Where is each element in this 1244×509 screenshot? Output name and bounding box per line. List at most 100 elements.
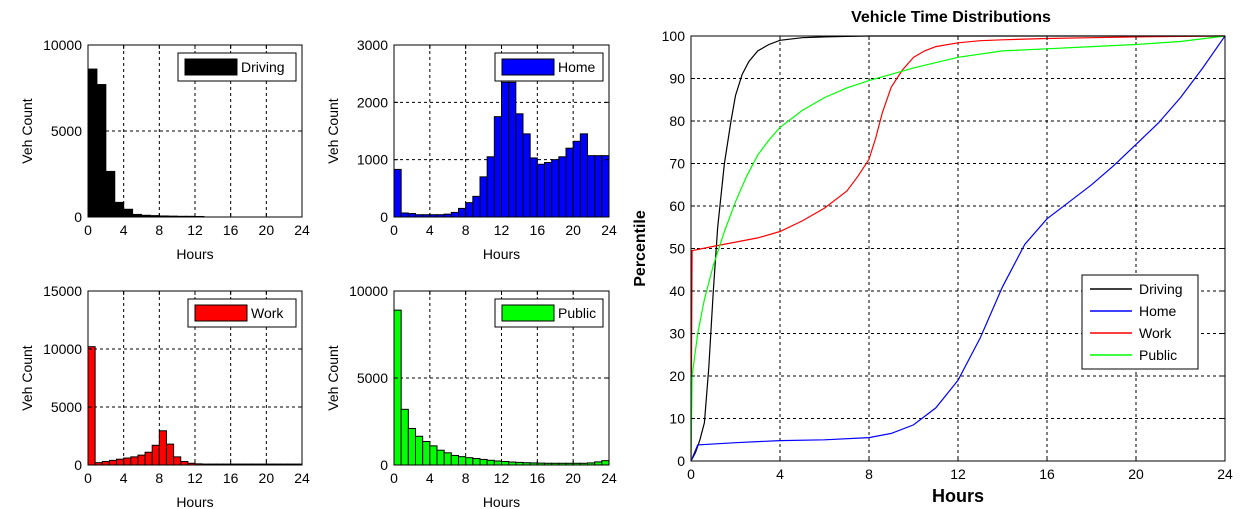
bar	[450, 454, 460, 466]
bar	[529, 157, 538, 218]
x-tick-label: 20	[1128, 466, 1144, 482]
legend-label: Work	[251, 305, 284, 321]
bar	[551, 159, 560, 218]
series-line-home	[691, 35, 1225, 462]
y-tick-label: 2000	[357, 94, 388, 110]
x-tick-label: 12	[950, 466, 966, 482]
x-tick-label: 24	[1217, 466, 1233, 482]
bar	[508, 81, 517, 218]
chart-title: Vehicle Time Distributions	[851, 9, 1051, 26]
bar	[579, 133, 588, 218]
y-tick-label: 10000	[349, 283, 388, 299]
x-tick-label: 20	[259, 470, 275, 486]
bar	[407, 213, 417, 218]
bar	[601, 155, 610, 218]
bar	[400, 408, 409, 466]
bar	[544, 162, 553, 218]
x-tick-label: 24	[601, 222, 617, 238]
bar	[594, 155, 603, 218]
y-tick-label: 10	[669, 411, 685, 427]
bar	[522, 133, 531, 218]
y-tick-label: 5000	[51, 123, 82, 139]
histogram-work: 0 4 8 12 16 20 24 0 5000 10000 15000 Hours Veh Count…	[19, 283, 310, 509]
y-tick-label: 10000	[43, 341, 82, 357]
legend-swatch	[184, 58, 238, 76]
x-tick-label: 4	[120, 470, 128, 486]
bar	[400, 212, 409, 218]
x-tick-label: 4	[776, 466, 784, 482]
x-tick-label: 20	[565, 222, 581, 238]
bar	[415, 435, 424, 466]
y-tick-label: 0	[380, 457, 388, 473]
bar	[558, 156, 567, 218]
x-axis-label: Hours	[176, 494, 213, 509]
x-tick-label: 24	[601, 470, 617, 486]
bar	[165, 443, 175, 466]
bar	[87, 346, 96, 466]
x-tick-label: 8	[462, 470, 470, 486]
legend: Public	[494, 298, 604, 328]
legend-label-work: Work	[1139, 325, 1172, 341]
histogram-public: 0 4 8 12 16 20 24 0 5000 10000 Hours Veh Count Publi…	[325, 283, 617, 509]
y-tick-label: 50	[669, 241, 685, 257]
bar	[108, 459, 118, 466]
bar	[422, 441, 431, 466]
bar	[130, 456, 139, 466]
bar	[472, 195, 481, 218]
y-tick-label: 80	[669, 113, 685, 129]
bar	[407, 427, 417, 466]
x-tick-label: 12	[187, 470, 203, 486]
y-axis-label: Veh Count	[19, 98, 35, 163]
bar	[486, 156, 495, 218]
x-axis-label: Hours	[932, 486, 984, 506]
bar	[601, 460, 610, 466]
x-tick-label: 8	[155, 470, 163, 486]
y-axis-label: Percentile	[632, 210, 649, 287]
bar	[114, 201, 125, 218]
bar	[180, 461, 189, 466]
y-tick-label: 5000	[51, 399, 82, 415]
y-tick-label: 5000	[357, 370, 388, 386]
x-tick-label: 0	[687, 466, 695, 482]
x-axis-label: Hours	[483, 494, 520, 509]
cdf-chart: 0 4 8 12 16 20 24 0 10 20 30 40 50 60 70 80 90 100 Hours Pe…	[632, 9, 1233, 506]
legend-swatch	[501, 58, 555, 76]
x-tick-label: 8	[462, 222, 470, 238]
bar	[486, 459, 495, 466]
y-tick-label: 0	[74, 457, 82, 473]
bar	[458, 207, 467, 218]
series-line-public	[691, 35, 1225, 462]
x-tick-label: 12	[187, 222, 203, 238]
legend-label: Public	[558, 305, 596, 321]
bar	[96, 84, 107, 218]
x-tick-label: 12	[494, 470, 510, 486]
x-tick-label: 4	[120, 222, 128, 238]
bar	[436, 449, 445, 466]
bar	[501, 81, 510, 218]
y-tick-label: 60	[669, 198, 685, 214]
bar	[429, 445, 438, 466]
bar	[565, 147, 574, 218]
x-tick-label: 0	[390, 222, 398, 238]
bar	[123, 208, 134, 218]
legend: Driving	[177, 52, 297, 82]
x-axis-label: Hours	[483, 246, 520, 262]
x-tick-label: 16	[223, 470, 239, 486]
bar	[158, 430, 167, 466]
x-tick-label: 0	[84, 470, 92, 486]
legend-label: Driving	[241, 59, 285, 75]
bar	[151, 444, 160, 466]
y-tick-label: 0	[380, 209, 388, 225]
bar	[458, 456, 467, 466]
legend-label-public: Public	[1139, 347, 1177, 363]
histogram-driving: 0 4 8 12 16 20 24 0 5000 10000 Hours Veh Count Drivi…	[19, 37, 310, 262]
y-axis-label: Veh Count	[325, 345, 341, 410]
x-tick-label: 20	[259, 222, 275, 238]
x-tick-label: 4	[426, 222, 434, 238]
x-tick-label: 24	[294, 222, 310, 238]
bar	[536, 163, 545, 218]
legend-label-driving: Driving	[1139, 281, 1183, 297]
x-axis-label: Hours	[176, 246, 213, 262]
bar	[465, 457, 474, 466]
